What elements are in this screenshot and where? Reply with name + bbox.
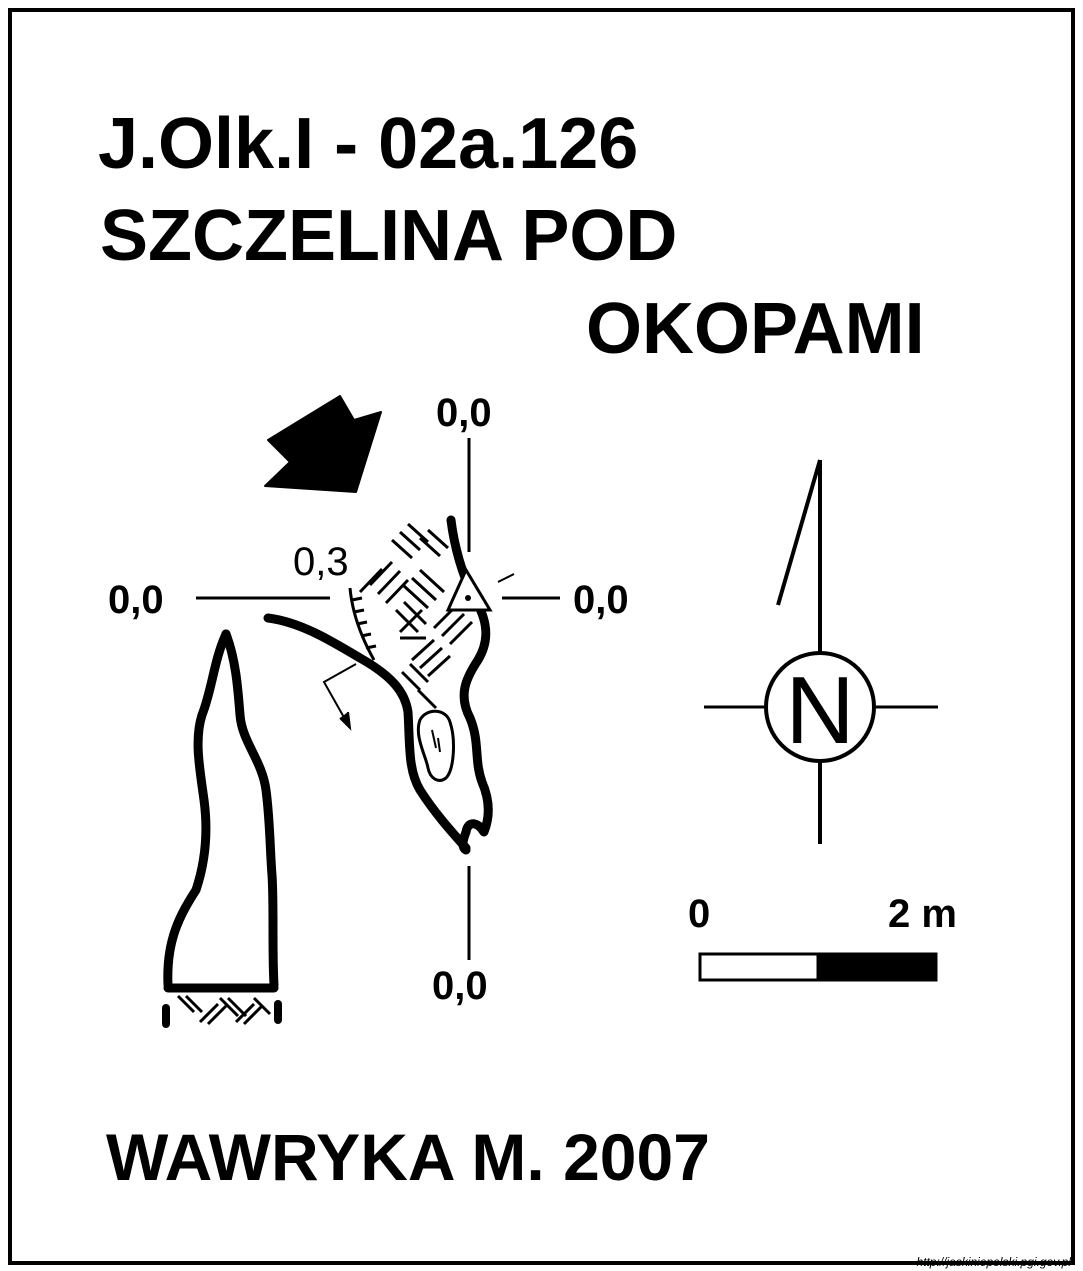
source-url-text: http://jaskiniepolski.pgi.gov.pl (916, 1255, 1071, 1269)
survey-point-icon (445, 566, 515, 612)
cave-name-line-2: OKOPAMI (586, 289, 925, 369)
scale-start-label: 0 (688, 892, 710, 936)
elevation-label-top: 0,0 (436, 391, 492, 435)
compass-needle-tail (776, 459, 822, 606)
secondary-rubble-hatching (162, 994, 282, 1028)
compass-north-label: N (785, 657, 854, 764)
scale-bar: 0 2 m (688, 892, 957, 982)
scale-bar-white-segment (698, 952, 820, 982)
cave-outline-secondary (163, 629, 279, 993)
elevation-label-inner: 0,3 (293, 540, 349, 584)
elevation-label-left: 0,0 (108, 578, 164, 622)
section-lines (196, 438, 560, 960)
cave-wall-right (446, 515, 493, 855)
cave-wall-left (263, 613, 471, 853)
rubble-hatching (358, 522, 474, 710)
author-credit: WAWRYKA M. 2007 (106, 1120, 710, 1194)
drop-edge (348, 587, 377, 661)
entrance-arrow-icon (264, 395, 382, 493)
compass-circle (764, 651, 876, 763)
cave-name-line-1: SZCZELINA POD (100, 196, 678, 276)
pool-icon (416, 709, 455, 782)
secondary-wall-left (163, 629, 231, 990)
secondary-wall-right (221, 629, 279, 990)
elevation-label-bottom: 0,0 (432, 964, 488, 1008)
slope-arrow-icon (322, 663, 357, 731)
scale-bar-black-segment (816, 952, 938, 982)
north-compass: N (704, 459, 938, 844)
scale-end-label: 2 m (888, 892, 957, 936)
map-frame (8, 8, 1075, 1265)
cave-id-title: J.Olk.I - 02a.126 (98, 104, 639, 184)
elevation-label-right: 0,0 (573, 578, 629, 622)
